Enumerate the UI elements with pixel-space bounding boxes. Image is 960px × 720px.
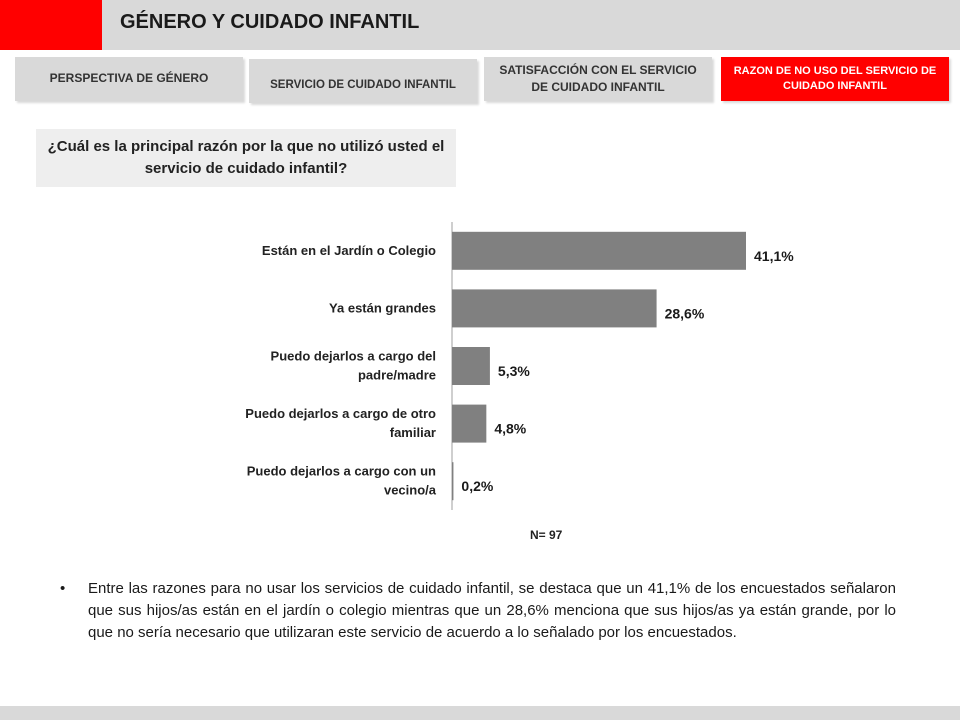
value-label-1: 28,6% bbox=[665, 305, 705, 321]
bar-0 bbox=[452, 231, 746, 270]
sample-size-note: N= 97 bbox=[530, 528, 563, 542]
question-box: ¿Cuál es la principal razón por la que n… bbox=[36, 129, 456, 187]
category-label-2-0: Puedo dejarlos a cargo del bbox=[271, 349, 436, 364]
bar-chart: 41,1% Están en el Jardín o Colegio 28,6% Ya… bbox=[245, 222, 794, 510]
tab-razon-no-uso[interactable]: RAZON DE NO USO DEL SERVICIO DE CUIDADO … bbox=[721, 57, 949, 101]
bar-3 bbox=[452, 404, 487, 443]
page-title: GÉNERO Y CUIDADO INFANTIL bbox=[120, 11, 420, 33]
category-label-0-0: Están en el Jardín o Colegio bbox=[262, 243, 436, 258]
bar-4 bbox=[452, 462, 454, 501]
category-label-3-0: Puedo dejarlos a cargo de otro bbox=[245, 406, 436, 421]
header-accent bbox=[0, 0, 102, 50]
category-label-3-1: familiar bbox=[390, 425, 436, 440]
footer-bar bbox=[0, 706, 960, 720]
tab-servicio-cuidado[interactable]: SERVICIO DE CUIDADO INFANTIL bbox=[249, 59, 477, 103]
value-label-0: 41,1% bbox=[754, 248, 794, 264]
value-label-3: 4,8% bbox=[494, 421, 526, 437]
category-label-4-0: Puedo dejarlos a cargo con un bbox=[247, 464, 436, 479]
tab-perspectiva-genero[interactable]: PERSPECTIVA DE GÉNERO bbox=[15, 57, 243, 101]
category-label-1-0: Ya están grandes bbox=[329, 300, 436, 315]
summary-text: Entre las razones para no usar los servi… bbox=[88, 580, 896, 641]
header-bar bbox=[0, 0, 960, 50]
bullet-dot: • bbox=[60, 580, 66, 597]
bar-1 bbox=[452, 289, 657, 328]
tab-satisfaccion[interactable]: SATISFACCIÓN CON EL SERVICIO DE CUIDADO … bbox=[484, 57, 712, 101]
bar-2 bbox=[452, 347, 490, 385]
value-label-4: 0,2% bbox=[461, 478, 493, 494]
value-label-2: 5,3% bbox=[498, 363, 530, 379]
category-label-2-1: padre/madre bbox=[358, 368, 436, 383]
category-label-4-1: vecino/a bbox=[384, 483, 437, 498]
summary-bullet: • Entre las razones para no usar los ser… bbox=[60, 578, 896, 643]
